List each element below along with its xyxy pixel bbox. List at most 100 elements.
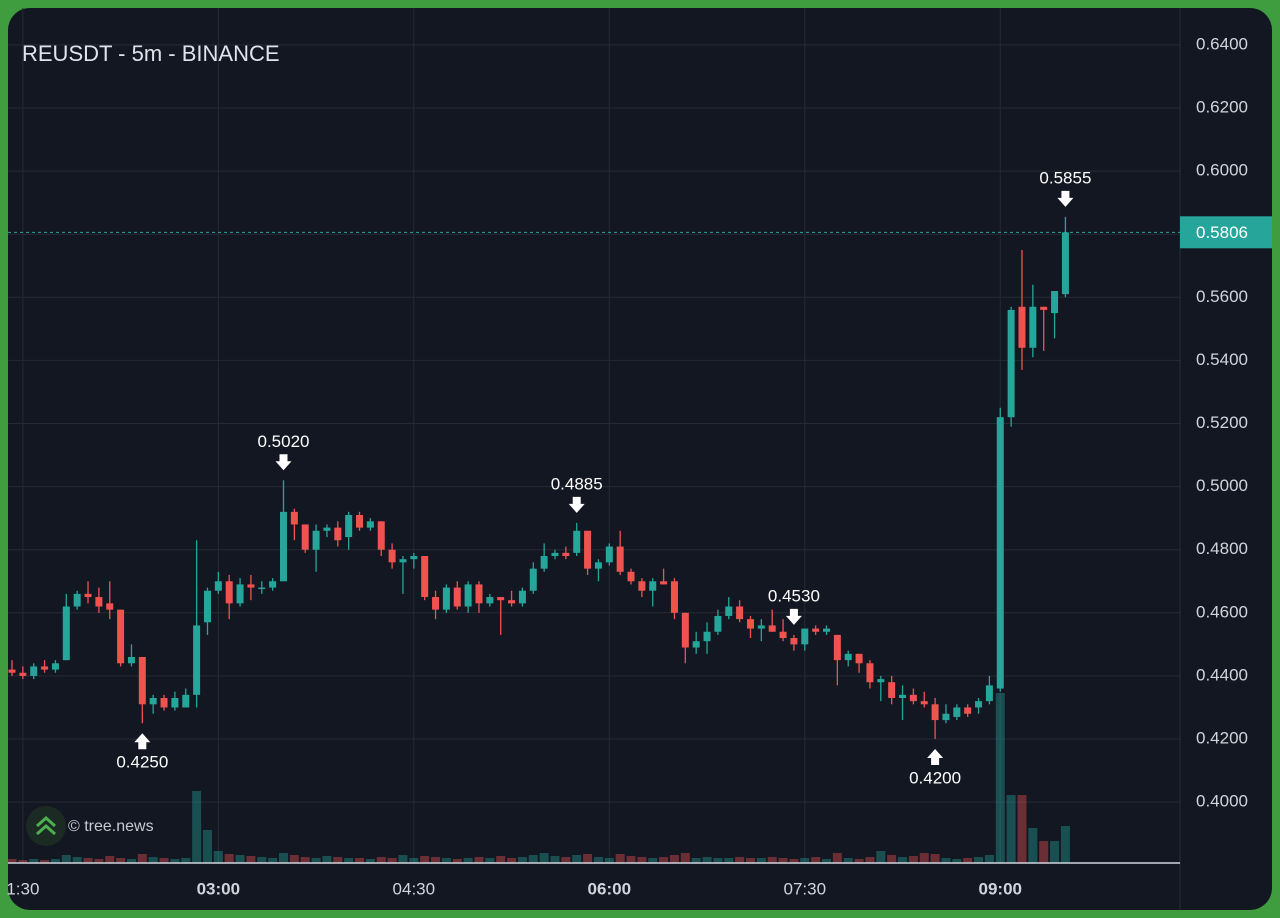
candle-body xyxy=(964,707,972,714)
candle-body xyxy=(475,584,483,604)
annotation-arrow xyxy=(134,733,151,750)
volume-bar xyxy=(1039,841,1049,863)
volume-bar xyxy=(843,858,853,863)
volume-bar xyxy=(387,858,397,863)
candle-body xyxy=(975,701,983,708)
volume-bar xyxy=(213,851,223,863)
candle-body xyxy=(714,615,722,632)
y-tick-label: 0.4600 xyxy=(1196,602,1248,621)
volume-bar xyxy=(116,858,126,863)
candle-body xyxy=(464,584,472,607)
volume-bar xyxy=(539,853,549,863)
y-tick-label: 0.4400 xyxy=(1196,665,1248,684)
candle-body xyxy=(562,552,570,557)
candle-body xyxy=(193,625,201,695)
candle-body xyxy=(1061,232,1069,295)
candle-body xyxy=(573,530,581,553)
volume-bar xyxy=(800,858,810,863)
candle-body xyxy=(888,682,896,698)
candle-body xyxy=(1007,309,1015,418)
annotation-label: 0.5020 xyxy=(258,432,310,451)
volume-bar xyxy=(550,856,560,863)
candle-body xyxy=(931,704,939,721)
candle-body xyxy=(323,527,331,531)
candle-body xyxy=(942,713,950,721)
volume-bar xyxy=(137,854,147,863)
volume-bar xyxy=(604,858,614,863)
candle-body xyxy=(866,663,874,683)
volume-layer xyxy=(7,693,1070,863)
volume-bar xyxy=(572,855,582,863)
volume-bar xyxy=(952,859,962,863)
candle-body xyxy=(8,669,16,673)
annotation-arrow xyxy=(927,749,944,766)
candle-body xyxy=(258,587,266,590)
x-tick-label: 03:00 xyxy=(197,879,240,898)
volume-bar xyxy=(691,858,701,863)
volume-bar xyxy=(355,858,365,863)
candle-body xyxy=(649,581,657,591)
candle-body xyxy=(236,584,244,604)
annotation-arrow xyxy=(568,496,585,513)
volume-bar xyxy=(333,857,343,863)
candle-body xyxy=(692,641,700,648)
candle-body xyxy=(62,606,70,661)
candle-body xyxy=(920,701,928,705)
candle-body xyxy=(203,590,211,623)
volume-bar xyxy=(984,855,994,863)
volume-bar xyxy=(496,856,506,863)
candle-body xyxy=(106,603,114,610)
volume-bar xyxy=(680,853,690,863)
volume-bar xyxy=(930,854,940,863)
volume-bar xyxy=(431,857,441,863)
candle-body xyxy=(529,568,537,591)
annotation-arrow xyxy=(275,454,292,471)
candle-body xyxy=(410,556,418,560)
candle-body xyxy=(746,619,754,629)
candle-body xyxy=(149,697,157,705)
annotation-arrow xyxy=(1057,190,1074,207)
volume-bar xyxy=(18,860,28,863)
volume-bar xyxy=(724,858,734,863)
volume-bar xyxy=(268,858,278,863)
annotation-label: 0.4885 xyxy=(551,474,603,493)
volume-bar xyxy=(61,855,71,863)
last-price-tag xyxy=(1180,216,1272,249)
annotation-label: 0.4200 xyxy=(909,768,961,787)
candle-body xyxy=(453,587,461,607)
candle-body xyxy=(844,653,852,661)
volume-bar xyxy=(224,854,234,863)
candle-body xyxy=(30,666,38,676)
candle-body xyxy=(84,593,92,598)
candle-body xyxy=(51,663,59,670)
volume-bar xyxy=(919,853,929,863)
candle-body xyxy=(334,527,342,541)
y-tick-label: 0.5600 xyxy=(1196,287,1248,306)
volume-bar xyxy=(593,857,603,863)
candle-body xyxy=(345,515,353,538)
y-tick-label: 0.6000 xyxy=(1196,161,1248,180)
volume-bar xyxy=(7,859,17,863)
volume-bar xyxy=(735,857,745,863)
candle-body xyxy=(616,546,624,572)
candle-body xyxy=(833,634,841,661)
candle-body xyxy=(280,511,287,582)
volume-bar xyxy=(517,857,527,863)
candle-body xyxy=(388,549,396,563)
candle-body xyxy=(290,511,298,525)
volume-bar xyxy=(365,859,375,863)
y-tick-label: 0.5400 xyxy=(1196,350,1248,369)
candle-body xyxy=(73,593,81,607)
volume-bar xyxy=(322,856,332,863)
candle-body xyxy=(540,556,548,569)
volume-bar xyxy=(767,857,777,863)
volume-bar xyxy=(876,851,886,863)
volume-bar xyxy=(126,859,136,863)
volume-bar xyxy=(420,856,430,863)
volume-bar xyxy=(702,857,712,863)
y-tick-label: 0.4200 xyxy=(1196,728,1248,747)
logo-icon xyxy=(36,815,56,836)
volume-bar xyxy=(745,858,755,863)
volume-bar xyxy=(29,859,39,863)
